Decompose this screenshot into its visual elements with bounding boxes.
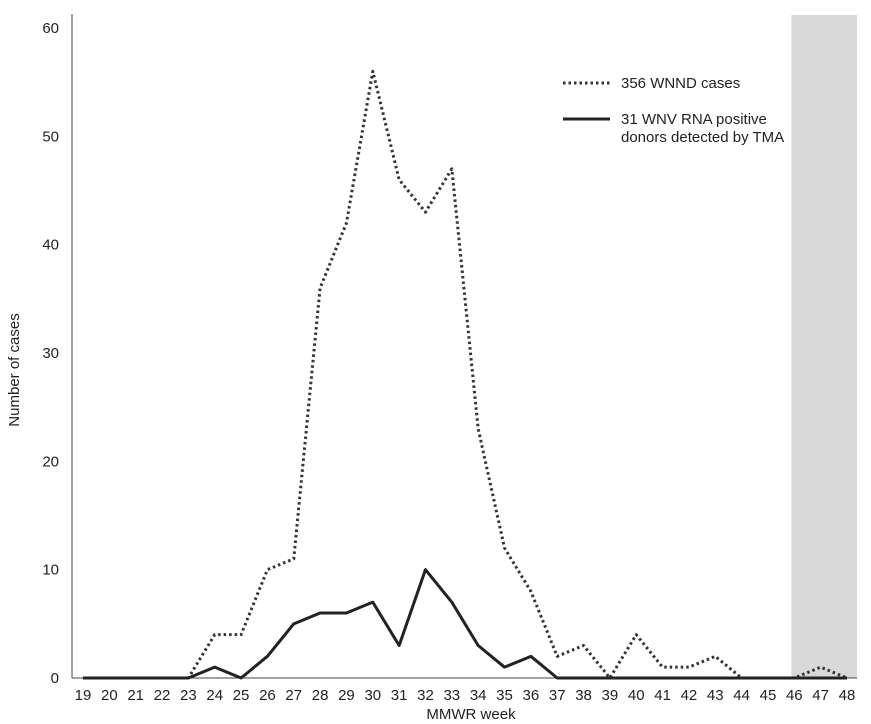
x-tick-label: 24 — [206, 687, 223, 704]
x-tick-label: 26 — [259, 687, 276, 704]
x-tick-label: 20 — [101, 687, 118, 704]
legend: 356 WNND cases 31 WNV RNA positivedonors … — [563, 75, 784, 146]
x-tick-label: 46 — [786, 687, 803, 704]
x-ticks: 19 20 21 22 23 24 25 26 27 28 29 30 31 32 33 34 35 36 37 38… — [75, 687, 856, 704]
x-tick-label: 41 — [654, 687, 671, 704]
x-tick-label: 44 — [733, 687, 750, 704]
y-tick-label: 30 — [42, 345, 59, 362]
series-line-wnnd — [83, 69, 848, 680]
series-line-donors — [83, 568, 847, 680]
x-tick-label: 27 — [285, 687, 302, 704]
x-tick-label: 22 — [154, 687, 171, 704]
x-tick-label: 29 — [338, 687, 355, 704]
x-tick-label: 45 — [760, 687, 777, 704]
x-tick-label: 43 — [707, 687, 724, 704]
y-ticks: 0 10 20 30 40 50 60 — [42, 20, 59, 687]
x-tick-label: 25 — [233, 687, 250, 704]
y-tick-label: 40 — [42, 237, 59, 254]
legend-label-donors: donors detected by TMA — [621, 129, 784, 146]
x-tick-label: 38 — [575, 687, 592, 704]
y-tick-label: 10 — [42, 562, 59, 579]
x-tick-label: 21 — [127, 687, 144, 704]
y-tick-label: 50 — [42, 128, 59, 145]
y-tick-label: 20 — [42, 453, 59, 470]
x-tick-label: 33 — [443, 687, 460, 704]
shaded-region — [791, 15, 857, 678]
x-tick-label: 40 — [628, 687, 645, 704]
x-tick-label: 36 — [523, 687, 540, 704]
x-tick-label: 23 — [180, 687, 197, 704]
x-tick-label: 37 — [549, 687, 566, 704]
x-tick-label: 30 — [364, 687, 381, 704]
x-axis-title: MMWR week — [426, 706, 516, 723]
x-tick-label: 48 — [839, 687, 856, 704]
x-tick-label: 28 — [312, 687, 329, 704]
x-tick-label: 32 — [417, 687, 434, 704]
x-tick-label: 47 — [812, 687, 829, 704]
x-tick-label: 35 — [496, 687, 513, 704]
y-axis-title: Number of cases — [6, 313, 23, 426]
y-tick-label: 0 — [51, 670, 59, 687]
x-tick-label: 19 — [75, 687, 92, 704]
legend-label-wnnd: 356 WNND cases — [621, 75, 740, 92]
x-tick-label: 42 — [681, 687, 698, 704]
x-tick-label: 31 — [391, 687, 408, 704]
x-tick-label: 39 — [602, 687, 619, 704]
y-tick-label: 60 — [42, 20, 59, 37]
series-group — [83, 69, 848, 680]
legend-label-donors: 31 WNV RNA positive — [621, 111, 767, 128]
x-tick-label: 34 — [470, 687, 487, 704]
